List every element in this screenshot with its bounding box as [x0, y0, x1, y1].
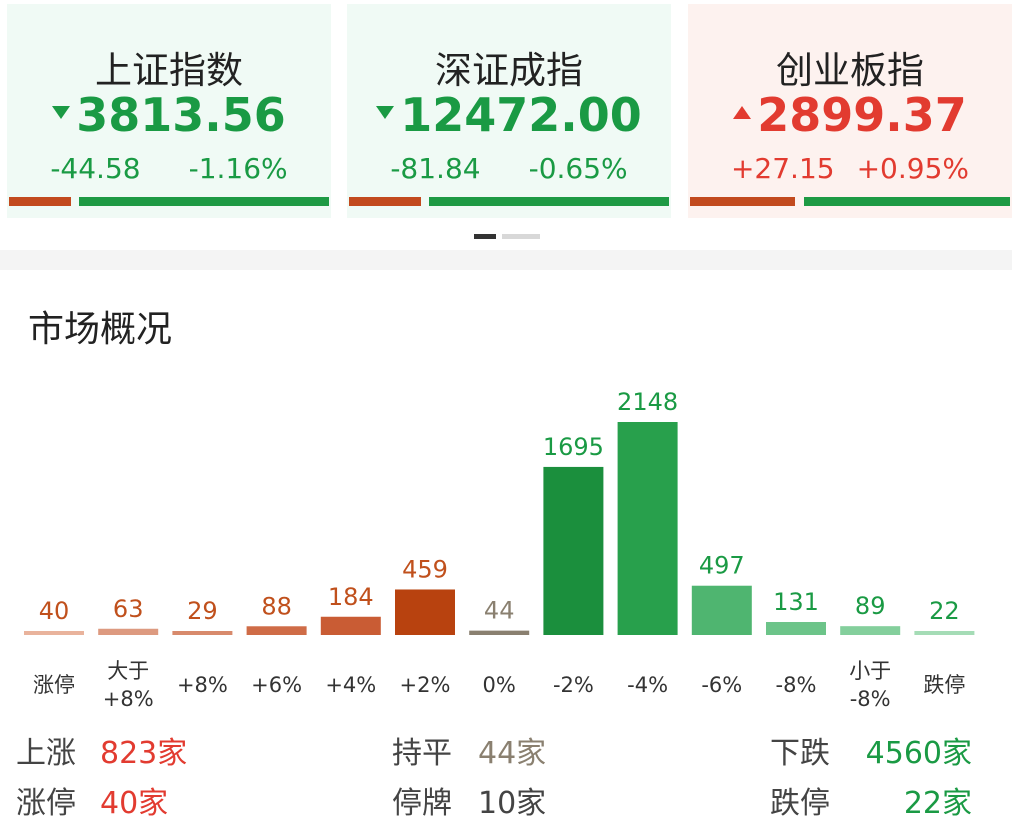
index-name: 深证成指 [435, 49, 583, 92]
bar-value-label: 63 [113, 595, 144, 623]
stat-limit-up-value: 40家 [100, 786, 169, 821]
stat-down-value: 4560家 [865, 736, 972, 771]
index-change-row: -44.58 -1.16% [7, 152, 331, 185]
index-value-row: 12472.00 [347, 88, 671, 142]
bar-5 [395, 589, 455, 635]
category-label: +4% [325, 673, 376, 697]
down-arrow-icon [376, 106, 395, 119]
bar-value-label: 497 [699, 552, 745, 580]
index-value-row: 3813.56 [7, 88, 331, 142]
bar-value-label: 88 [261, 592, 292, 620]
stat-flat-label: 持平 [392, 736, 452, 771]
bar-value-label: 44 [484, 597, 515, 625]
index-change-pct: -1.16% [188, 152, 288, 185]
stat-suspended-value: 10家 [478, 786, 547, 821]
category-label: +8% [177, 673, 228, 697]
index-change: +27.15 [730, 152, 835, 185]
bar-value-label: 184 [328, 583, 374, 611]
bar-value-label: 40 [39, 597, 70, 625]
category-label: -8% [776, 673, 817, 697]
stat-down-label: 下跌 [770, 736, 830, 771]
category-label: -4% [627, 673, 668, 697]
index-change: -81.84 [390, 152, 481, 185]
index-change-row: +27.15 +0.95% [688, 152, 1012, 185]
bar-7 [543, 466, 604, 635]
category-label: 跌停 [923, 673, 965, 697]
stat-up-label: 上涨 [16, 736, 76, 771]
up-arrow-icon [733, 106, 752, 119]
index-change: -44.58 [50, 152, 141, 185]
bar-value-label: 459 [402, 555, 448, 583]
bar-3 [246, 626, 307, 635]
index-card-shanghai[interactable]: 上证指数 3813.56 -44.58 -1.16% [7, 4, 331, 218]
bar-value-label: 89 [855, 592, 886, 620]
category-label: 0% [483, 673, 516, 697]
bar-10 [766, 622, 826, 635]
down-arrow-icon [52, 106, 71, 119]
bar-0 [24, 631, 84, 635]
section-divider [0, 250, 1012, 270]
category-label: +2% [400, 673, 451, 697]
index-value-row: 2899.37 [688, 88, 1012, 142]
category-label: 涨停 [33, 673, 75, 697]
index-card-chinext[interactable]: 创业板指 2899.37 +27.15 +0.95% [688, 4, 1012, 218]
bar-value-label: 22 [929, 597, 960, 625]
advance-decline-ratio-bar [9, 197, 329, 206]
stat-suspended-label: 停牌 [392, 786, 452, 821]
page-dot-active [474, 234, 496, 239]
index-change-row: -81.84 -0.65% [347, 152, 671, 185]
bar-4 [320, 616, 381, 635]
index-name: 创业板指 [776, 49, 924, 92]
index-name: 上证指数 [95, 49, 243, 92]
category-label: 大于+8% [103, 659, 154, 711]
index-cards: 上证指数 3813.56 -44.58 -1.16% 深证成指 12472.00… [0, 0, 1012, 222]
bar-value-label: 29 [187, 597, 218, 625]
advance-decline-ratio-bar [349, 197, 669, 206]
bar-value-label: 1695 [543, 433, 604, 461]
page-dot [502, 234, 540, 239]
bar-value-label: 131 [773, 588, 819, 616]
category-label: +6% [251, 673, 302, 697]
stat-limit-down-label: 跌停 [770, 786, 830, 821]
index-value: 3813.56 [76, 88, 286, 142]
bar-2 [172, 631, 233, 635]
bar-12 [914, 631, 975, 635]
bar-6 [469, 630, 530, 635]
index-card-shenzhen[interactable]: 深证成指 12472.00 -81.84 -0.65% [347, 4, 671, 218]
index-value: 12472.00 [400, 88, 642, 142]
stat-up-value: 823家 [100, 736, 188, 771]
bar-9 [691, 585, 752, 635]
category-label: -6% [701, 673, 742, 697]
category-label: -2% [553, 673, 594, 697]
index-value: 2899.37 [757, 88, 967, 142]
index-change-pct: +0.95% [856, 152, 970, 185]
section-title: 市场概况 [28, 309, 173, 350]
advance-decline-ratio-bar [690, 197, 1010, 206]
stat-limit-up-label: 涨停 [16, 786, 76, 821]
bar-11 [840, 626, 901, 635]
stat-flat-value: 44家 [478, 736, 547, 771]
index-change-pct: -0.65% [528, 152, 628, 185]
bar-8 [617, 422, 678, 635]
bar-1 [98, 628, 159, 635]
category-label: 小于-8% [849, 659, 891, 711]
market-distribution-chart: 40 涨停 63 大于+8% 29 +8% 88 +6% 184 +4% 459 +2% 44 0% 169… [24, 388, 975, 711]
bar-value-label: 2148 [617, 388, 678, 416]
stat-limit-down-value: 22家 [903, 786, 972, 821]
